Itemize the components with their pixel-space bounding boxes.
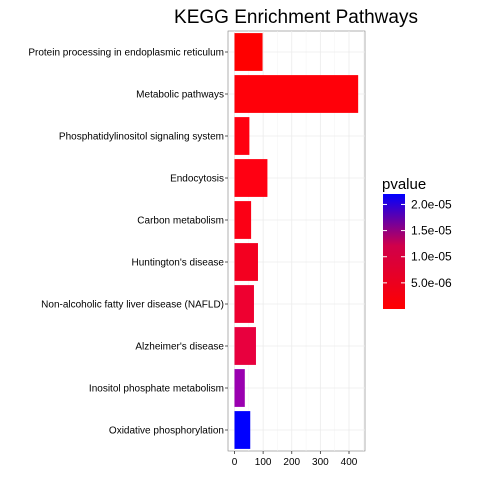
legend-tick-label: 1.0e-05 [411, 250, 452, 264]
y-tick-label: Phosphatidylinositol signaling system [59, 132, 224, 143]
bar [234, 33, 263, 71]
legend-title: pvalue [382, 176, 426, 193]
y-tick-label: Oxidative phosphorylation [109, 426, 224, 437]
x-tick-label: 0 [232, 457, 238, 468]
bars [234, 33, 359, 449]
bar [234, 117, 250, 155]
x-tick-label: 300 [312, 457, 329, 468]
y-tick-label: Alzheimer's disease [135, 342, 224, 353]
legend-tick-label: 1.5e-05 [411, 224, 452, 238]
legend-ticks: 2.0e-05 1.5e-05 1.0e-05 5.0e-06 [383, 197, 452, 290]
y-tick-label: Non-alcoholic fatty liver disease (NAFLD… [41, 300, 224, 311]
bar [234, 75, 359, 113]
y-tick-label: Endocytosis [170, 174, 224, 185]
y-tick-label: Huntington's disease [131, 258, 224, 269]
x-tick-label: 400 [341, 457, 358, 468]
color-legend: pvalue 2.0e-05 1.5e-05 1.0e-05 5.0e-06 [382, 176, 452, 309]
bar [234, 327, 256, 365]
bar [234, 201, 252, 239]
legend-tick-label: 5.0e-06 [411, 276, 452, 290]
bar [234, 285, 254, 323]
bar [234, 243, 258, 281]
y-tick-label: Inositol phosphate metabolism [89, 384, 224, 395]
x-tick-label: 200 [283, 457, 300, 468]
legend-tick-label: 2.0e-05 [411, 197, 452, 211]
legend-colorbar [383, 194, 405, 309]
bar [234, 411, 251, 449]
y-tick-label: Protein processing in endoplasmic reticu… [28, 48, 224, 59]
bar [234, 159, 268, 197]
chart-title: KEGG Enrichment Pathways [174, 7, 418, 28]
x-axis-ticks: 0 100 200 300 400 [232, 451, 358, 468]
x-tick-label: 100 [255, 457, 272, 468]
y-tick-label: Carbon metabolism [137, 216, 224, 227]
y-tick-label: Metabolic pathways [136, 90, 224, 101]
y-axis-labels: Protein processing in endoplasmic reticu… [28, 48, 228, 437]
bar [234, 369, 245, 407]
